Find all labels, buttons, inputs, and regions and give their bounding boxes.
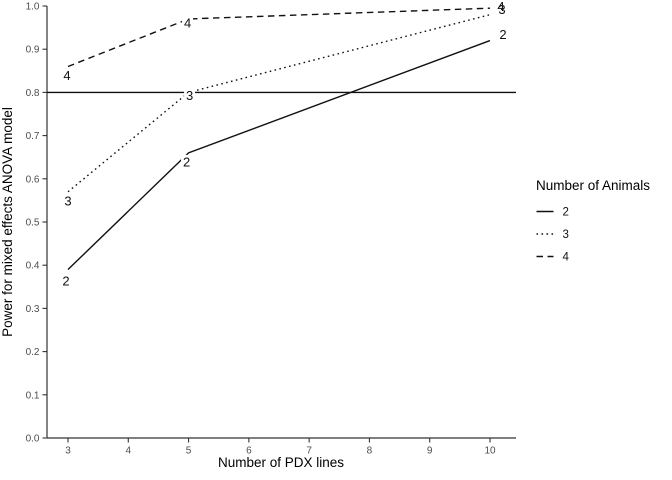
x-tick-label: 5	[186, 446, 192, 457]
y-tick-label: 0.1	[26, 390, 40, 401]
direct-label-animals-4: 4	[184, 15, 191, 30]
series-line-animals-4	[67, 7, 491, 68]
direct-label-box	[62, 193, 74, 207]
x-tick-label: 4	[126, 446, 132, 457]
legend-entry-label: 3	[563, 229, 569, 241]
direct-label-box	[182, 15, 194, 29]
y-tick-label: 0.5	[26, 218, 40, 229]
y-tick-label: 0.4	[26, 261, 40, 272]
y-axis-title: Power for mixed effects ANOVA model	[0, 107, 15, 337]
x-axis-title: Number of PDX lines	[218, 455, 344, 470]
y-tick-label: 0.3	[26, 304, 40, 315]
direct-label-animals-4: 4	[497, 0, 504, 14]
direct-label-box	[497, 27, 509, 41]
y-tick-label: 0.2	[26, 347, 40, 358]
axes: 0.00.10.20.30.40.50.60.70.80.91.03 4 5 6 7 8 9…	[26, 2, 516, 457]
x-tick-label: 10	[484, 446, 496, 457]
direct-label-animals-2: 2	[499, 27, 506, 42]
y-tick-label: 0.6	[26, 174, 40, 185]
y-tick-label: 0.7	[26, 131, 40, 142]
legend: Number of Animals 2 3 4	[536, 178, 650, 264]
x-tick-label: 9	[427, 446, 433, 457]
direct-label-box	[184, 88, 196, 102]
x-tick-label: 3	[65, 446, 71, 457]
direct-label-animals-4: 4	[63, 68, 70, 83]
x-tick-label: 8	[367, 446, 373, 457]
direct-label-animals-3: 3	[498, 2, 505, 17]
legend-entry-label: 2	[563, 207, 569, 219]
x-tick-label: 7	[306, 446, 312, 457]
series-line-animals-2	[67, 39, 491, 271]
legend-entry-label: 4	[563, 252, 570, 264]
y-tick-label: 0.9	[26, 45, 40, 56]
x-tick-label: 6	[246, 446, 252, 457]
direct-label-box	[61, 68, 73, 82]
y-tick-label: 0.8	[26, 88, 40, 99]
direct-label-animals-2: 2	[183, 154, 190, 169]
y-tick-label: 1.0	[26, 2, 40, 13]
direct-label-box	[495, 0, 507, 13]
y-tick-label: 0.0	[26, 434, 40, 445]
direct-label-box	[60, 274, 72, 288]
direct-label-box	[181, 154, 193, 168]
direct-label-animals-3: 3	[186, 88, 193, 103]
direct-label-animals-3: 3	[64, 193, 71, 208]
direct-label-animals-2: 2	[62, 274, 69, 289]
legend-title: Number of Animals	[536, 178, 650, 193]
series-lines	[67, 7, 491, 271]
legend-entries: 2 3 4	[536, 207, 570, 264]
